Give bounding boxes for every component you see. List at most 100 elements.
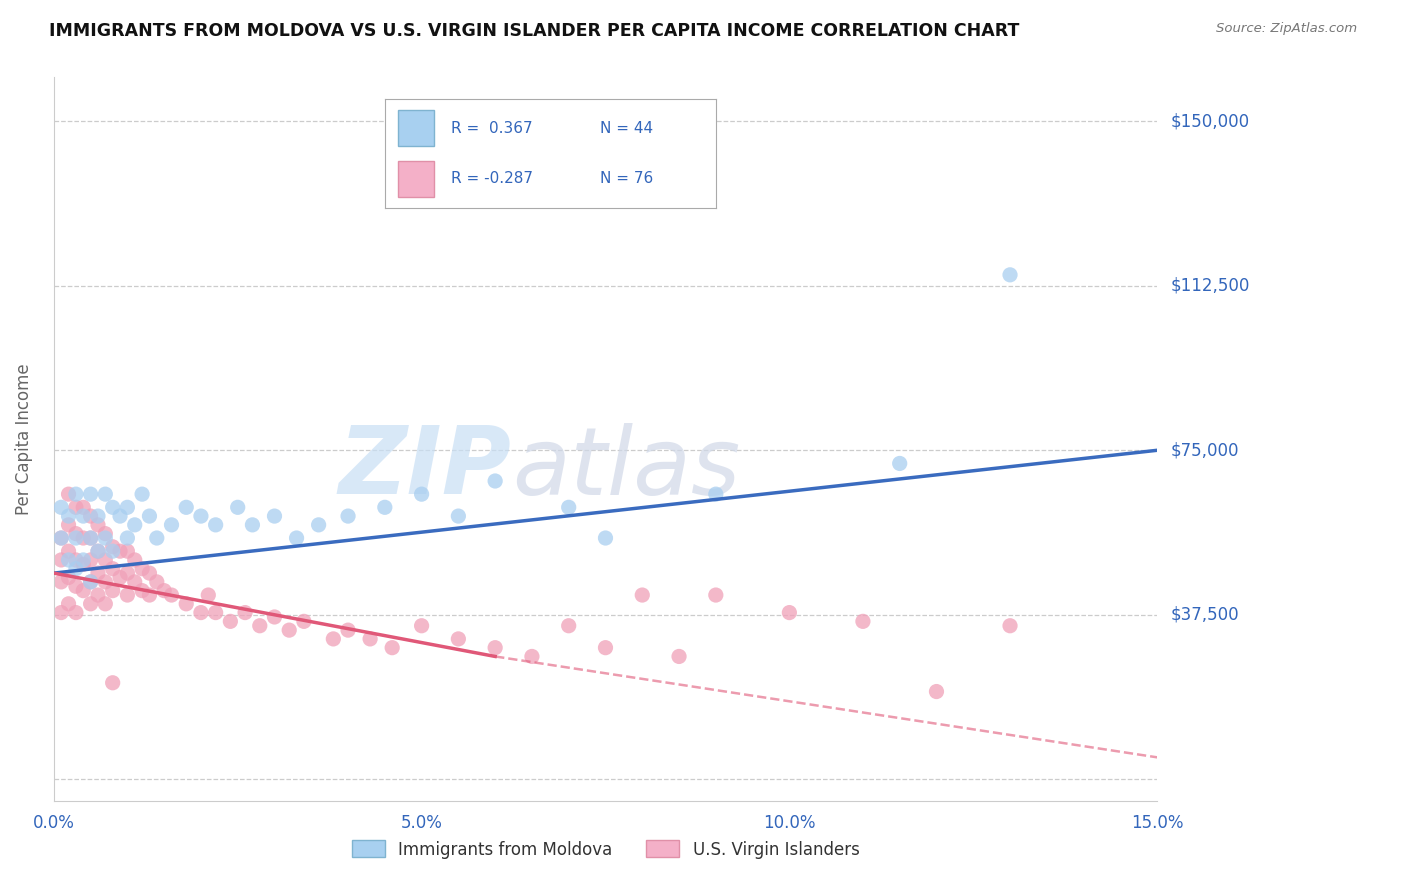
Point (704, 487, 727, 501)
Text: atlas: atlas (512, 423, 740, 514)
Point (51, 574, 73, 589)
Point (557, 500, 579, 515)
Point (520, 649, 543, 664)
Point (557, 619, 579, 633)
Point (447, 632, 470, 646)
Point (153, 583, 176, 598)
Point (79, 531, 101, 545)
Text: R = -0.287: R = -0.287 (451, 171, 533, 186)
Point (117, 544, 139, 558)
Point (138, 588, 160, 602)
Point (94, 487, 117, 501)
Point (131, 583, 153, 598)
Point (101, 583, 124, 598)
Point (79, 553, 101, 567)
Point (87, 517, 110, 532)
Point (72, 558, 94, 572)
Point (160, 517, 183, 532)
Point (263, 610, 285, 624)
Bar (398, 110, 434, 145)
Point (108, 570, 131, 584)
Point (117, 531, 139, 545)
Point (101, 540, 124, 554)
Point (108, 509, 131, 524)
Point (359, 632, 381, 646)
Point (337, 623, 360, 637)
Point (87, 588, 110, 602)
Point (337, 509, 360, 524)
Point (381, 640, 404, 655)
Point (79, 574, 101, 589)
Point (51, 500, 73, 515)
Text: $150,000: $150,000 (1171, 112, 1250, 130)
Point (146, 574, 169, 589)
Point (631, 588, 654, 602)
Point (58, 517, 80, 532)
Point (87, 566, 110, 580)
Point (174, 500, 197, 515)
Text: R =  0.367: R = 0.367 (451, 121, 533, 136)
Point (65, 562, 87, 576)
Point (58, 509, 80, 524)
Point (87, 509, 110, 524)
Text: $75,000: $75,000 (1171, 442, 1240, 459)
Point (925, 684, 948, 698)
Point (124, 517, 146, 532)
Point (138, 509, 160, 524)
Point (51, 553, 73, 567)
Point (117, 566, 139, 580)
Point (484, 640, 506, 655)
Point (249, 619, 271, 633)
Point (94, 531, 117, 545)
Point (51, 531, 73, 545)
Point (72, 583, 94, 598)
Point (79, 509, 101, 524)
Point (101, 562, 124, 576)
Legend: Immigrants from Moldova, U.S. Virgin Islanders: Immigrants from Moldova, U.S. Virgin Isl… (344, 834, 866, 865)
Point (160, 588, 183, 602)
Point (58, 487, 80, 501)
Point (190, 509, 212, 524)
Point (108, 544, 131, 558)
Point (65, 553, 87, 567)
Point (79, 487, 101, 501)
Point (138, 566, 160, 580)
Point (94, 574, 117, 589)
Point (204, 606, 226, 620)
Point (219, 615, 242, 629)
Point (322, 632, 344, 646)
Point (72, 509, 94, 524)
Point (204, 517, 226, 532)
Point (411, 619, 433, 633)
Point (292, 615, 315, 629)
Point (65, 487, 87, 501)
Point (58, 597, 80, 611)
Point (233, 606, 256, 620)
Point (58, 544, 80, 558)
Point (595, 531, 617, 545)
Point (447, 509, 470, 524)
Point (411, 487, 433, 501)
Point (131, 487, 153, 501)
Point (65, 606, 87, 620)
Point (94, 526, 117, 541)
Point (65, 500, 87, 515)
Point (94, 597, 117, 611)
Point (101, 675, 124, 690)
Point (124, 553, 146, 567)
Point (242, 517, 264, 532)
Point (94, 553, 117, 567)
Bar (398, 161, 434, 197)
Text: $112,500: $112,500 (1171, 277, 1250, 294)
Point (72, 500, 94, 515)
Point (65, 579, 87, 593)
Point (58, 553, 80, 567)
Point (65, 531, 87, 545)
Point (124, 574, 146, 589)
Text: ZIP: ZIP (339, 422, 512, 515)
Point (197, 588, 219, 602)
Point (72, 553, 94, 567)
Point (101, 500, 124, 515)
Point (87, 544, 110, 558)
Point (101, 544, 124, 558)
